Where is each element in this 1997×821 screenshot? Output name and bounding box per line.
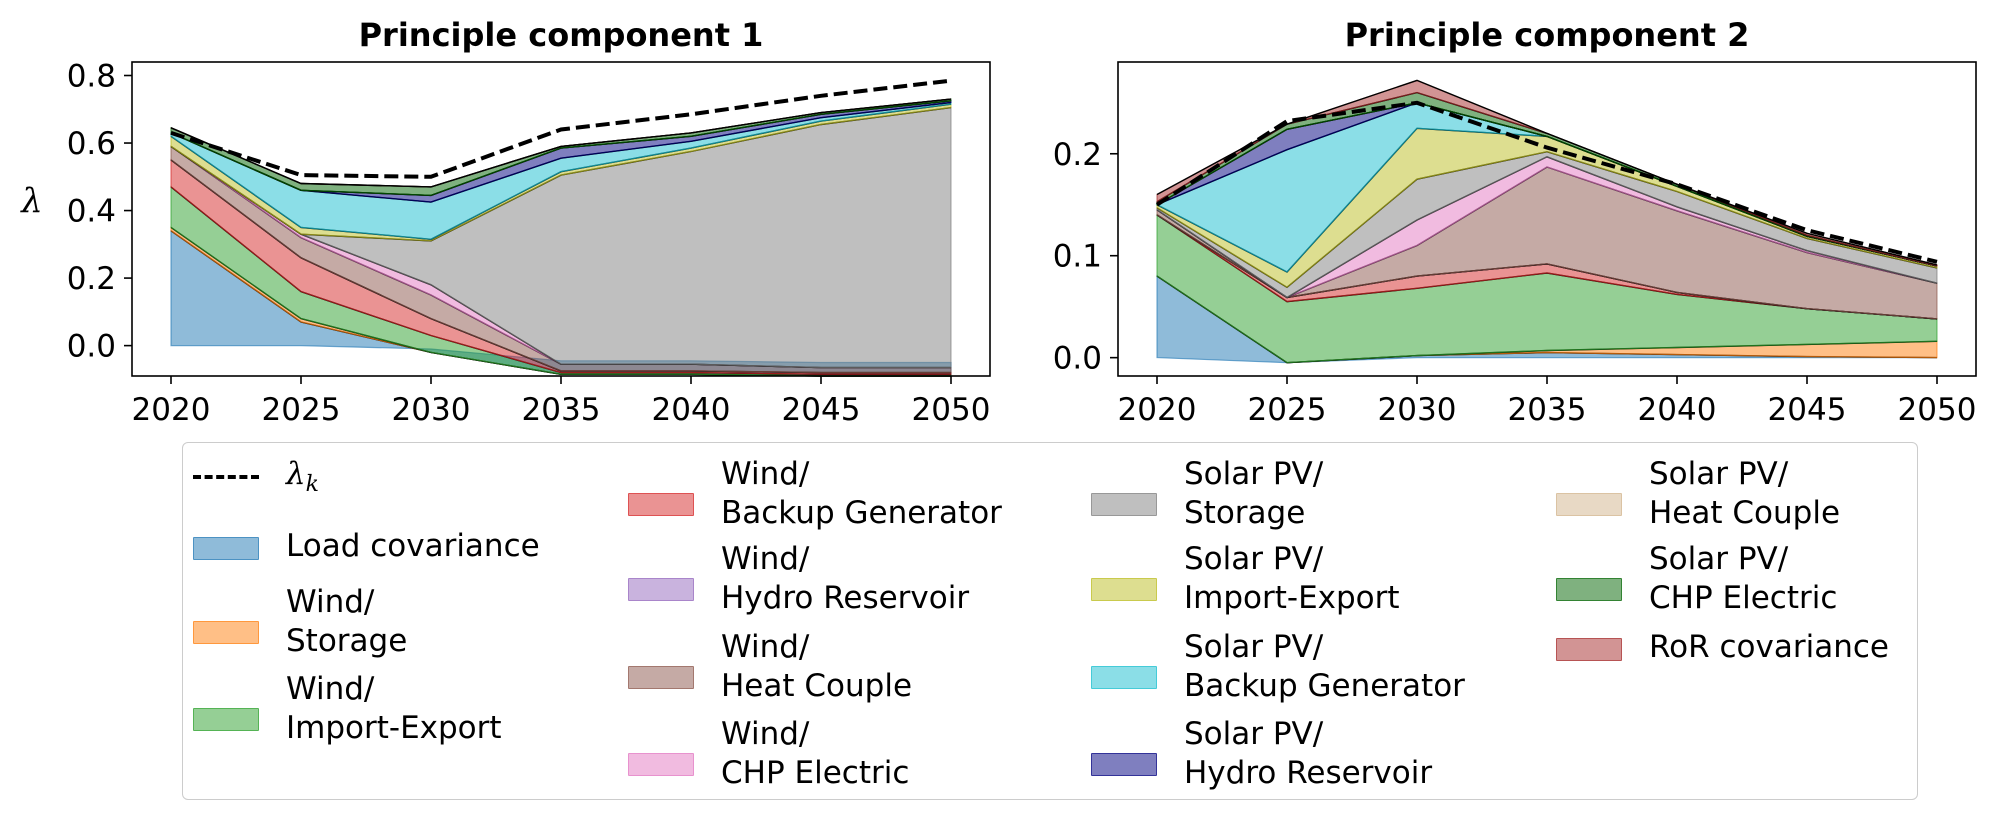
legend-swatch [193,537,259,560]
legend-label: Wind/ Heat Couple [721,629,913,704]
legend-swatch [1091,666,1157,689]
x-tick-label: 2025 [262,392,341,428]
legend-label: Solar PV/ Hydro Reservoir [1184,716,1433,791]
x-tick-label: 2020 [132,392,211,428]
y-tick-label: 0.0 [67,329,116,365]
chart-2: 2020 2025 2030 2035 2040 2045 2050 0.0 0.1 0.2 Pri… [1053,16,1977,428]
x-tick-label: 2040 [1638,392,1717,428]
y-tick-label: 0.4 [67,194,116,230]
area-edge-14 [170,98,952,188]
legend-item: Solar PV/ Storage [1091,456,1323,533]
legend-item: RoR covariance [1556,629,1889,667]
y-tick-label: 0.6 [67,126,116,162]
legend-item: Solar PV/ Hydro Reservoir [1091,716,1432,793]
x-tick-label: 2030 [392,392,471,428]
x-tick-label: 2040 [652,392,731,428]
legend-label: Solar PV/ Heat Couple [1649,456,1841,531]
legend-item: Solar PV/ Backup Generator [1091,629,1465,706]
legend-label: λk [286,455,319,504]
x-tick-label: 2035 [522,392,601,428]
legend-item: Wind/ Storage [193,584,407,661]
legend-label: Solar PV/ Storage [1184,456,1324,531]
y-tick-label: 0.1 [1053,239,1102,275]
x-tick-label: 2050 [912,392,991,428]
y-axis-label: λ [19,181,43,221]
legend-item: Wind/ Hydro Reservoir [628,541,969,618]
legend-dash-swatch [193,475,259,479]
x-tick-label: 2025 [1248,392,1327,428]
legend-item: Solar PV/ CHP Electric [1556,541,1837,618]
x-tick-label: 2050 [1898,392,1977,428]
x-tick-label: 2035 [1508,392,1587,428]
y-tick-label: 0.2 [1053,137,1102,173]
area-edge-14 [1156,79,1938,266]
chart-1: 2020 2025 2030 2035 2040 2045 2050 0.0 0.2 0.4 0.6… [19,16,991,428]
legend-swatch [1556,578,1622,601]
legend-item: Solar PV/ Import-Export [1091,541,1400,618]
legend: λk Load covariance Wind/ Storage Wind/ Impo… [182,442,1918,800]
legend-swatch [1091,578,1157,601]
legend-item-lambda-k: λk [193,456,319,504]
legend-label: Wind/ CHP Electric [721,716,910,791]
legend-item: Wind/ CHP Electric [628,716,909,793]
legend-swatch [193,708,259,731]
chart-title: Principle component 2 [1345,16,1750,54]
x-tick-label: 2020 [1118,392,1197,428]
legend-swatch [628,493,694,516]
legend-label: Wind/ Import-Export [286,671,502,746]
lambda-k-line [170,78,952,179]
legend-swatch [1556,638,1622,661]
legend-swatch [1091,753,1157,776]
lambda-k-line [1155,100,1938,264]
legend-label: Solar PV/ Import-Export [1184,541,1400,616]
legend-item: Wind/ Heat Couple [628,629,912,706]
legend-label: RoR covariance [1649,629,1889,665]
legend-label: Solar PV/ Backup Generator [1184,629,1465,704]
legend-item: Solar PV/ Heat Couple [1556,456,1840,533]
legend-item: Wind/ Import-Export [193,671,502,748]
legend-swatch [1556,493,1622,516]
legend-label: Wind/ Backup Generator [721,456,1002,531]
legend-label: Wind/ Storage [286,584,408,659]
legend-lambda-subscript: k [305,472,319,498]
legend-swatch [628,753,694,776]
y-tick-label: 0.0 [1053,341,1102,377]
legend-swatch [193,621,259,644]
legend-label: Wind/ Hydro Reservoir [721,541,970,616]
legend-swatch [1091,493,1157,516]
x-tick-label: 2045 [782,392,861,428]
legend-label: Solar PV/ CHP Electric [1649,541,1838,616]
legend-swatch [628,666,694,689]
x-tick-label: 2030 [1378,392,1457,428]
x-tick-label: 2045 [1768,392,1847,428]
chart-title: Principle component 1 [359,16,764,54]
figure: 2020 2025 2030 2035 2040 2045 2050 0.0 0.2 0.4 0.6… [19,16,1977,428]
y-tick-label: 0.8 [67,59,116,95]
legend-item: Load covariance [193,528,540,566]
legend-swatch [628,578,694,601]
legend-label: Load covariance [286,528,540,564]
y-tick-label: 0.2 [67,261,116,297]
legend-item: Wind/ Backup Generator [628,456,1002,533]
legend-lambda-symbol: λ [286,456,306,492]
